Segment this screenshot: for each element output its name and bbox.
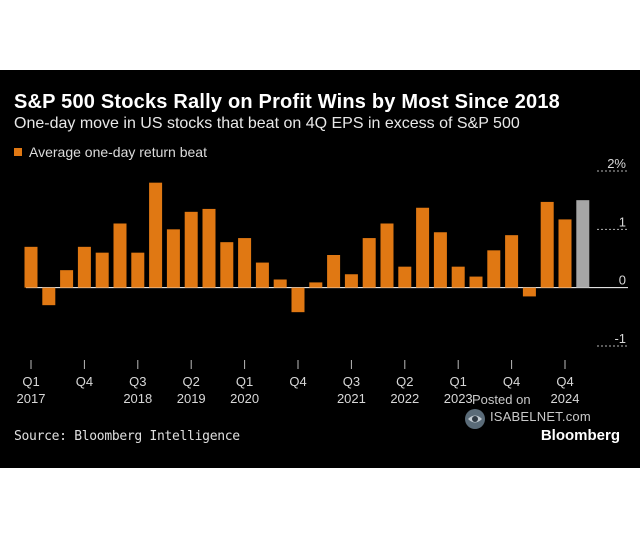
source-note: Source: Bloomberg Intelligence bbox=[14, 429, 240, 444]
bar bbox=[505, 235, 519, 288]
bar bbox=[398, 266, 412, 288]
x-tick-quarter: Q2 bbox=[396, 374, 413, 389]
bar bbox=[60, 270, 74, 288]
bar bbox=[309, 282, 323, 288]
bar bbox=[184, 211, 198, 288]
bar bbox=[95, 252, 109, 288]
bar bbox=[327, 255, 341, 288]
bar bbox=[149, 182, 163, 288]
globe-logo-icon bbox=[465, 409, 485, 429]
watermark-posted-on: Posted on bbox=[472, 392, 531, 407]
y-tick-label: 0 bbox=[619, 273, 626, 288]
bar-chart: 2% 1 0 -1 Q1 2017 Q4 Q3 2018 Q2 2019 Q1 2020 Q4 Q3 2021… bbox=[17, 156, 628, 406]
bar bbox=[291, 287, 305, 313]
bar bbox=[131, 252, 145, 288]
bar bbox=[255, 262, 269, 288]
x-tick-quarter: Q1 bbox=[236, 374, 253, 389]
x-tick-year: 2021 bbox=[337, 391, 366, 406]
bar bbox=[558, 219, 572, 288]
y-tick-label: -1 bbox=[614, 331, 626, 346]
x-tick-year: 2017 bbox=[17, 391, 46, 406]
bar bbox=[416, 207, 430, 288]
x-tick-quarter: Q3 bbox=[129, 374, 146, 389]
bar bbox=[77, 246, 91, 288]
y-tick-label: 2% bbox=[607, 156, 626, 171]
x-tick-quarter: Q3 bbox=[343, 374, 360, 389]
x-tick-quarter: Q4 bbox=[289, 374, 306, 389]
legend: Average one-day return beat bbox=[14, 144, 207, 160]
bar bbox=[202, 208, 216, 288]
legend-label: Average one-day return beat bbox=[29, 144, 207, 160]
bar bbox=[273, 279, 287, 288]
x-tick-quarter: Q2 bbox=[183, 374, 200, 389]
bar bbox=[451, 266, 465, 288]
x-tick-quarter: Q4 bbox=[76, 374, 93, 389]
bar bbox=[24, 246, 38, 288]
bloomberg-logo: Bloomberg bbox=[540, 427, 620, 444]
bar bbox=[166, 229, 180, 288]
x-tick-year: 2023 bbox=[444, 391, 473, 406]
bar bbox=[540, 201, 554, 288]
bar bbox=[487, 250, 501, 288]
x-tick-year: 2022 bbox=[390, 391, 419, 406]
watermark: Posted on ISABELNET.com bbox=[464, 392, 604, 429]
x-tick-quarter: Q4 bbox=[503, 374, 520, 389]
x-tick-quarter: Q1 bbox=[22, 374, 39, 389]
bar-latest bbox=[576, 200, 590, 288]
bar bbox=[238, 238, 252, 288]
x-tick-year: 2024 bbox=[551, 391, 580, 406]
x-tick-year: 2019 bbox=[177, 391, 206, 406]
watermark-site: ISABELNET.com bbox=[490, 409, 591, 424]
y-tick-label: 1 bbox=[619, 214, 626, 229]
chart-subtitle: One-day move in US stocks that beat on 4… bbox=[14, 115, 520, 132]
bar bbox=[380, 223, 394, 288]
bar bbox=[362, 238, 376, 288]
x-tick-quarter: Q4 bbox=[556, 374, 573, 389]
bar bbox=[42, 287, 56, 306]
bar bbox=[113, 223, 127, 288]
x-tick-quarter: Q1 bbox=[450, 374, 467, 389]
bar bbox=[469, 276, 483, 288]
chart-title: S&P 500 Stocks Rally on Profit Wins by M… bbox=[14, 91, 560, 113]
bar bbox=[344, 274, 358, 288]
x-tick-year: 2018 bbox=[123, 391, 152, 406]
chart-panel: S&P 500 Stocks Rally on Profit Wins by M… bbox=[0, 70, 640, 468]
bar bbox=[433, 232, 447, 288]
bar bbox=[220, 242, 234, 288]
x-tick-year: 2020 bbox=[230, 391, 259, 406]
legend-swatch bbox=[14, 148, 22, 156]
bar bbox=[522, 287, 536, 297]
